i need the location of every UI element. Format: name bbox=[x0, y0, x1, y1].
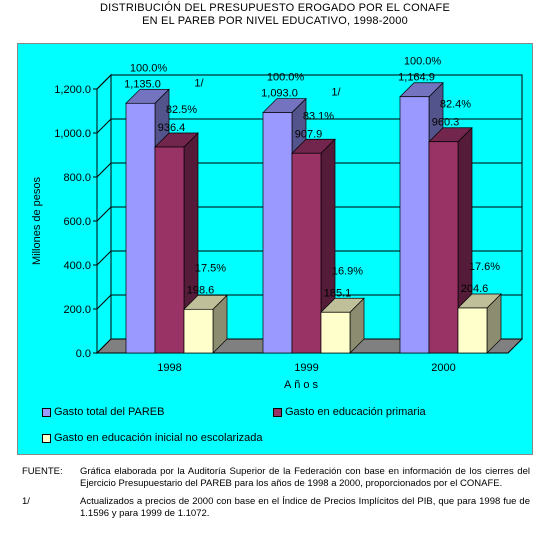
legend-label-primaria: Gasto en educación primaria bbox=[285, 406, 426, 418]
percent-label: 100.0% bbox=[130, 62, 168, 74]
percent-label: 82.4% bbox=[440, 99, 471, 111]
footnotes: FUENTE: Gráfica elaborada por la Auditor… bbox=[22, 466, 530, 526]
percent-label: 83.1% bbox=[303, 110, 334, 122]
gridline bbox=[96, 250, 522, 266]
y-tick-label: 0.0 bbox=[76, 348, 91, 360]
bar-chart: 0.0 200.0 400.0 600.0 800.0 1,000.0 1,200.0 1,1… bbox=[31, 56, 524, 391]
chart-title-line-2: EN EL PAREB POR NIVEL EDUCATIVO, 1998-20… bbox=[142, 15, 408, 27]
gridline bbox=[96, 294, 522, 310]
legend-item-inicial: Gasto en educación inicial no escolariza… bbox=[42, 432, 263, 444]
percent-label: 17.6% bbox=[469, 261, 500, 273]
gridline bbox=[96, 74, 522, 90]
note-marker: 1/ bbox=[331, 87, 341, 99]
percent-label: 17.5% bbox=[195, 262, 226, 274]
footnote-1-key: 1/ bbox=[22, 496, 30, 507]
bar bbox=[457, 307, 488, 354]
legend-item-total: Gasto total del PAREB bbox=[42, 406, 164, 418]
y-axis-title: Millones de pesos bbox=[31, 176, 43, 265]
gridline bbox=[96, 118, 522, 134]
legend-label-inicial: Gasto en educación inicial no escolariza… bbox=[54, 432, 263, 444]
bar bbox=[291, 152, 322, 354]
legend-swatch-inicial bbox=[42, 433, 51, 443]
footnote-1-text: Actualizados a precios de 2000 con base … bbox=[80, 496, 530, 519]
y-tick-label: 1,200.0 bbox=[54, 84, 91, 96]
bar bbox=[183, 308, 214, 354]
data-label: 1,135.0 bbox=[124, 78, 161, 90]
x-tick-label: 1999 bbox=[294, 362, 318, 374]
y-tick-label: 800.0 bbox=[63, 172, 91, 184]
x-axis-title: Años bbox=[284, 379, 321, 391]
bar bbox=[428, 141, 459, 354]
percent-label: 100.0% bbox=[404, 56, 442, 68]
note-marker: 1/ bbox=[194, 77, 204, 89]
data-label: 1,164.9 bbox=[398, 72, 435, 84]
footnote-source-text: Gráfica elaborada por la Auditoría Super… bbox=[80, 466, 530, 489]
percent-label: 16.9% bbox=[332, 265, 363, 277]
legend-label-total: Gasto total del PAREB bbox=[54, 406, 165, 418]
bar bbox=[154, 146, 185, 354]
y-tick-label: 200.0 bbox=[63, 304, 91, 316]
legend-swatch-primaria bbox=[273, 407, 282, 417]
footnote-1: 1/ Actualizados a precios de 2000 con ba… bbox=[22, 496, 530, 520]
data-label: 185.1 bbox=[324, 287, 352, 299]
x-tick-label: 1998 bbox=[157, 362, 181, 374]
data-label: 936.4 bbox=[158, 122, 186, 134]
bar bbox=[399, 96, 430, 354]
data-label: 960.3 bbox=[432, 117, 460, 129]
gridline bbox=[96, 206, 522, 222]
y-tick-label: 600.0 bbox=[63, 216, 91, 228]
bar bbox=[320, 311, 351, 354]
chart-title: DISTRIBUCIÓN DEL PRESUPUESTO EROGADO POR… bbox=[0, 2, 550, 28]
data-label: 204.6 bbox=[461, 283, 489, 295]
legend-item-primaria: Gasto en educación primaria bbox=[273, 406, 426, 418]
gridline bbox=[96, 162, 522, 178]
percent-label: 100.0% bbox=[267, 72, 305, 84]
footnote-source: FUENTE: Gráfica elaborada por la Auditor… bbox=[22, 466, 530, 490]
bar bbox=[262, 112, 293, 354]
data-label: 198.6 bbox=[187, 284, 215, 296]
legend-swatch-total bbox=[42, 407, 51, 417]
percent-label: 82.5% bbox=[166, 104, 197, 116]
data-label: 907.9 bbox=[295, 128, 323, 140]
footnote-source-key: FUENTE: bbox=[22, 466, 63, 477]
chart-title-line-1: DISTRIBUCIÓN DEL PRESUPUESTO EROGADO POR… bbox=[99, 2, 451, 14]
x-tick-label: 2000 bbox=[431, 362, 455, 374]
data-label: 1,093.0 bbox=[261, 88, 298, 100]
y-tick-label: 1,000.0 bbox=[54, 128, 91, 140]
y-tick-label: 400.0 bbox=[63, 260, 91, 272]
bar bbox=[125, 102, 156, 354]
